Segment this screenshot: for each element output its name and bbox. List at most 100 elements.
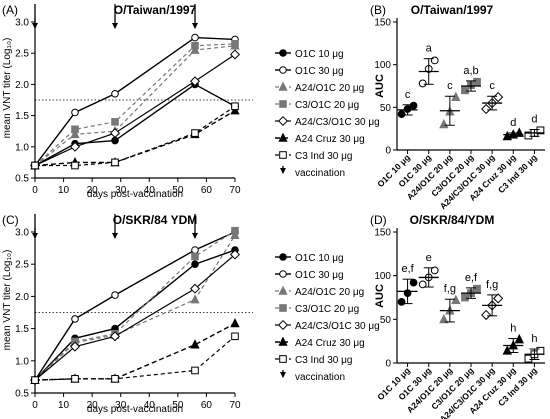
legend-label: A24/C3/O1C 30 μg: [295, 321, 380, 332]
significance-letter: f,g: [444, 283, 456, 295]
data-point: [229, 249, 241, 260]
data-point: [397, 110, 406, 119]
data-point: [191, 33, 199, 42]
legend-label: C3 Ind 30 μg: [295, 151, 352, 162]
x-tick-label: 10: [58, 400, 70, 411]
significance-letter: a,b: [463, 65, 478, 77]
y-tick-label: 100: [374, 271, 391, 282]
y-tick-label: 1.0: [15, 142, 29, 153]
data-point: [71, 108, 79, 117]
legend-label: O1C 30 μg: [295, 270, 344, 281]
legend-marker: [279, 270, 287, 278]
y-tick-label: 50: [380, 315, 392, 326]
panel-c-line-chart: (C) O/SKR/84 YDM mean VNT titer (Log₁₀) …: [2, 213, 380, 415]
legend-label: A24/O1C 20 μg: [295, 287, 364, 298]
x-tick-label: 40: [144, 185, 156, 196]
legend-label: A24/C3/O1C 30 μg: [295, 117, 380, 128]
legend-marker: [278, 285, 288, 295]
y-tick-label: 1.0: [15, 356, 29, 367]
panel-a-legend: O1C 10 μg O1C 30 μg A24/O1C 20 μg C3/O1C…: [295, 49, 380, 179]
legend-vaccination-label: vaccination: [295, 372, 345, 383]
series-line: [34, 45, 236, 166]
y-tick-label: 150: [374, 228, 391, 239]
y-tick-label: 1.5: [15, 324, 29, 335]
panel-c-title: O/SKR/84 YDM: [113, 213, 197, 227]
series-line: [34, 254, 236, 381]
data-point: [439, 118, 449, 129]
panel-a-xlabel: days post-vaccination: [87, 189, 183, 200]
legend-marker: [279, 304, 287, 312]
data-point: [111, 118, 119, 126]
data-point: [31, 161, 39, 170]
x-tick-label: 30: [115, 185, 127, 196]
series-line: [34, 335, 236, 381]
data-point: [71, 315, 79, 323]
panel-a-ylabel: mean VNT titer (Log₁₀): [2, 38, 13, 139]
legend-label: O1C 30 μg: [295, 66, 344, 77]
x-tick-label: 60: [201, 185, 213, 196]
data-point: [473, 77, 481, 86]
data-point: [190, 44, 200, 54]
panel-c-legend: O1C 10 μg O1C 30 μg A24/O1C 20 μg C3/O1C…: [295, 253, 380, 383]
panel-b-ylabel: AUC: [374, 74, 386, 98]
legend-label: A24 Cruz 30 μg: [295, 338, 365, 349]
legend-marker: [279, 49, 287, 57]
y-tick-label: 100: [374, 60, 391, 71]
y-tick-label: 0.5: [15, 389, 29, 400]
series-line: [34, 43, 236, 166]
data-point: [70, 128, 80, 139]
legend-marker: [278, 132, 288, 142]
data-point: [71, 375, 79, 383]
data-point: [481, 103, 492, 115]
x-tick-label: 70: [229, 400, 241, 411]
data-point: [191, 260, 199, 269]
legend-marker: [279, 355, 287, 363]
significance-letter: a: [426, 43, 433, 55]
data-point: [536, 346, 545, 355]
data-point: [71, 125, 79, 134]
legend-label: O1C 10 μg: [295, 253, 344, 264]
data-point: [231, 226, 239, 235]
data-point: [430, 56, 439, 65]
significance-letter: e,f: [465, 272, 478, 284]
data-point: [189, 283, 201, 294]
data-point: [191, 246, 199, 254]
significance-letter: c: [405, 89, 411, 101]
x-tick-label: 10: [58, 185, 70, 196]
data-point: [439, 313, 449, 324]
y-tick-label: 2.0: [15, 80, 29, 91]
panel-a-title: O/Taiwan/1997: [114, 3, 197, 17]
data-point: [481, 309, 492, 321]
legend-marker: [279, 253, 287, 261]
legend-marker: [279, 151, 287, 159]
panel-a-letter: (A): [2, 3, 18, 17]
legend-marker: [279, 100, 287, 108]
data-point: [109, 331, 121, 342]
y-tick-label: 50: [380, 103, 392, 114]
legend-marker: [279, 66, 287, 74]
data-point: [230, 105, 240, 115]
data-point: [230, 229, 240, 240]
legend-marker: [278, 336, 288, 346]
significance-letter: h: [531, 333, 537, 345]
y-tick-label: 0: [385, 359, 391, 370]
data-point: [189, 76, 201, 87]
panel-c-xlabel: days post-vaccination: [87, 404, 183, 415]
data-point: [397, 297, 406, 306]
legend-marker: [278, 81, 288, 91]
panel-d-ylabel: AUC: [374, 284, 386, 308]
panel-c-letter: (C): [2, 213, 19, 227]
x-tick-label: 60: [201, 400, 213, 411]
y-tick-label: 2.5: [15, 260, 29, 271]
significance-letter: h: [510, 323, 516, 335]
panel-b-letter: (B): [370, 3, 386, 17]
series-line: [34, 231, 236, 381]
legend-vaccination-label: vaccination: [295, 168, 345, 179]
series-line: [34, 36, 236, 166]
x-tick-label: 20: [87, 400, 99, 411]
series-line: [34, 322, 236, 381]
data-point: [191, 366, 199, 375]
